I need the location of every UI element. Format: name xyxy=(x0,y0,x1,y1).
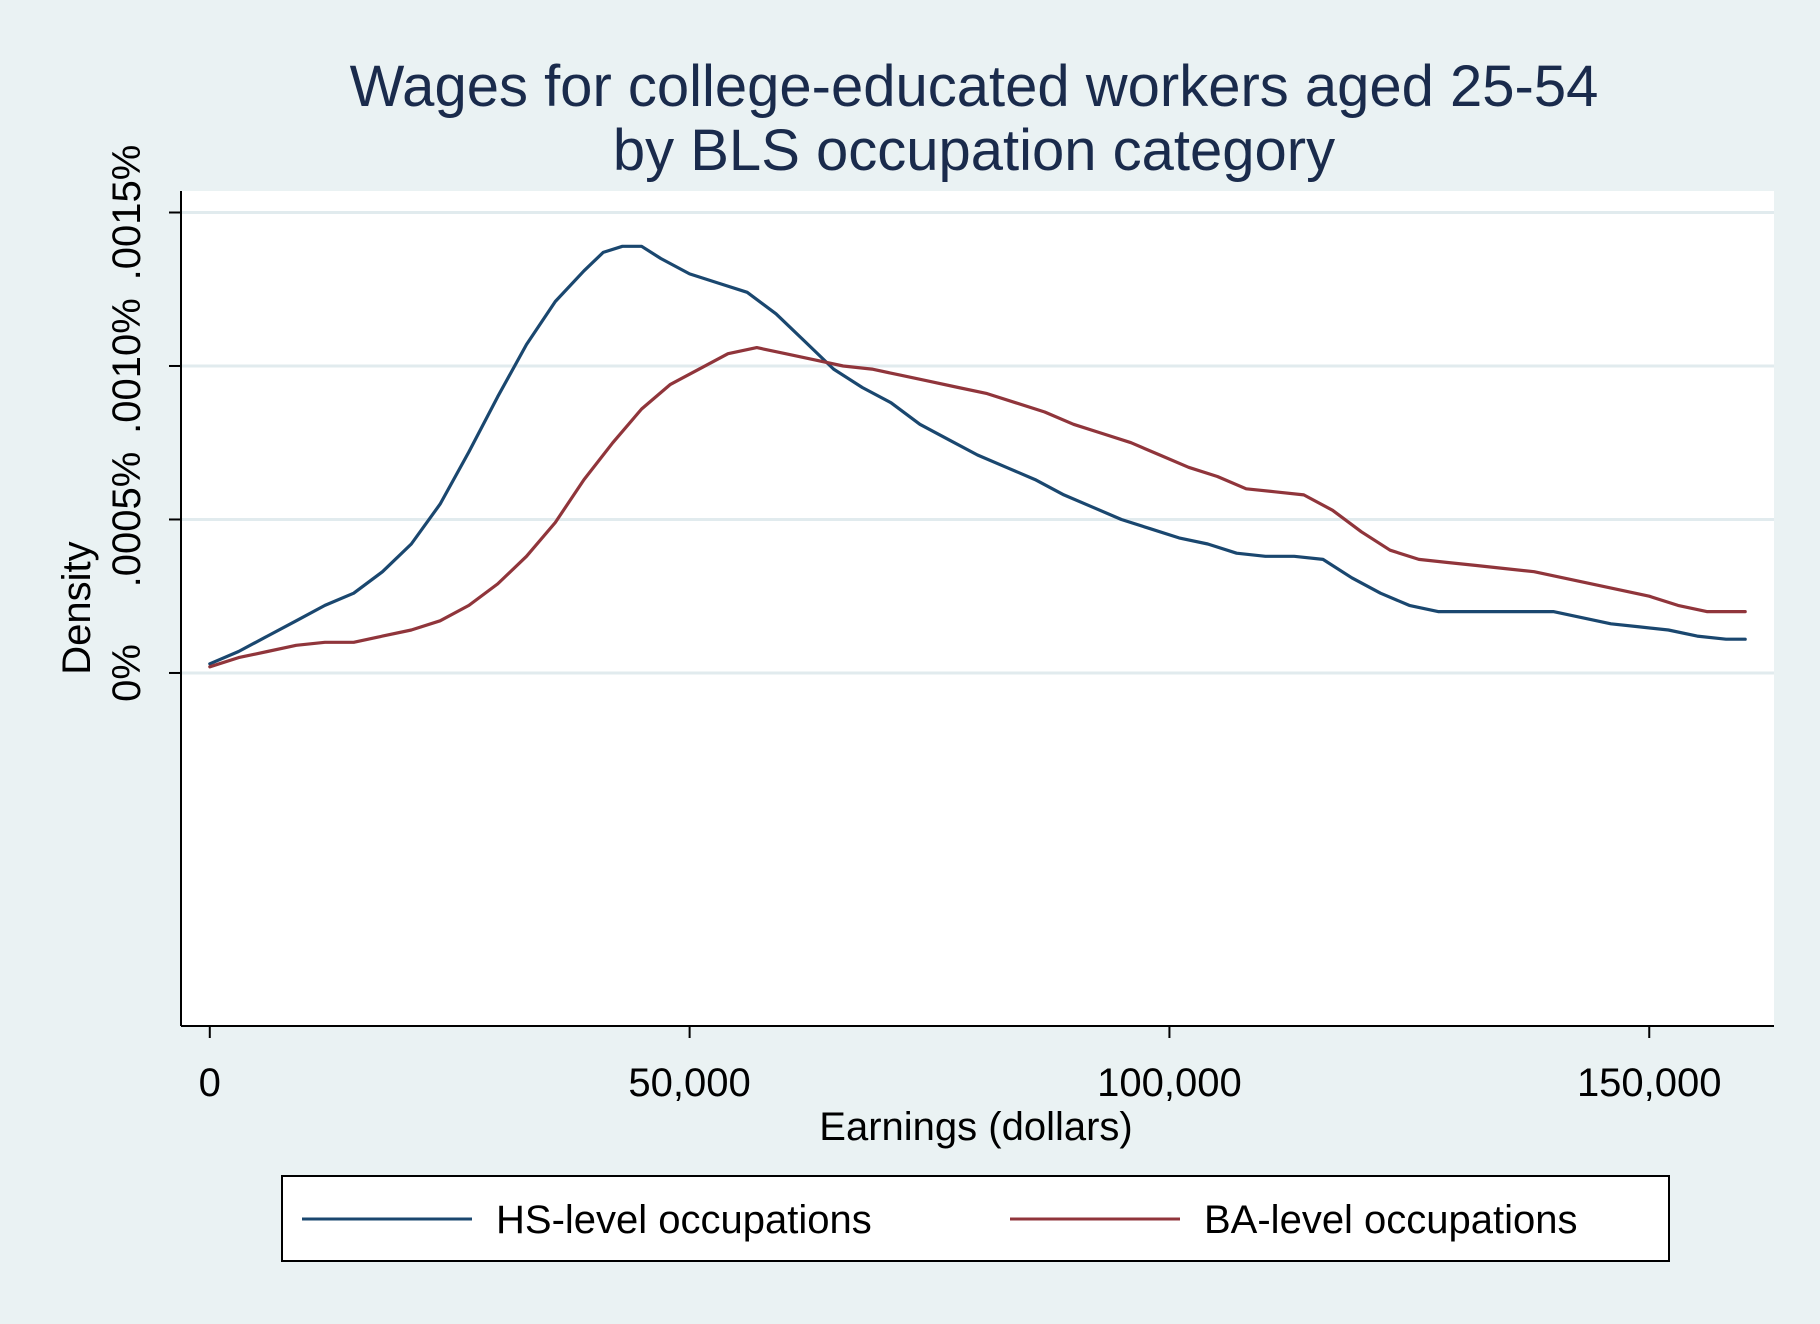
x-axis-title: Earnings (dollars) xyxy=(819,1105,1132,1149)
y-tick-label-3: .0015% xyxy=(105,145,149,281)
series-lines xyxy=(208,244,1747,669)
y-tick-label-0: 0% xyxy=(105,644,149,702)
axes xyxy=(169,191,1774,1038)
y-tick-label-1: .0005% xyxy=(105,452,149,588)
x-tick-label-3: 150,000 xyxy=(1577,1061,1722,1105)
plot-area xyxy=(181,191,1774,1026)
x-tick-label-0: 0 xyxy=(199,1061,221,1105)
legend-box xyxy=(281,1175,1670,1262)
legend-label-hs: HS-level occupations xyxy=(496,1198,872,1242)
chart-title-line-2: by BLS occupation category xyxy=(613,118,1335,183)
series-line-0 xyxy=(208,244,1747,666)
y-tick-label-2: .0010% xyxy=(105,298,149,434)
tick-labels: 0% .0005% .0010% .0015% 0 50,000 100,000 150,00… xyxy=(105,145,1722,1105)
x-tick-label-2: 100,000 xyxy=(1097,1061,1242,1105)
series-line-1 xyxy=(208,346,1747,669)
x-tick-label-1: 50,000 xyxy=(628,1061,750,1105)
grid-lines xyxy=(181,210,1774,675)
legend: HS-level occupations BA-level occupation… xyxy=(281,1175,1670,1262)
legend-label-ba: BA-level occupations xyxy=(1204,1198,1578,1242)
chart-title-line-1: Wages for college-educated workers aged … xyxy=(350,54,1599,119)
y-axis-title: Density xyxy=(55,541,99,674)
